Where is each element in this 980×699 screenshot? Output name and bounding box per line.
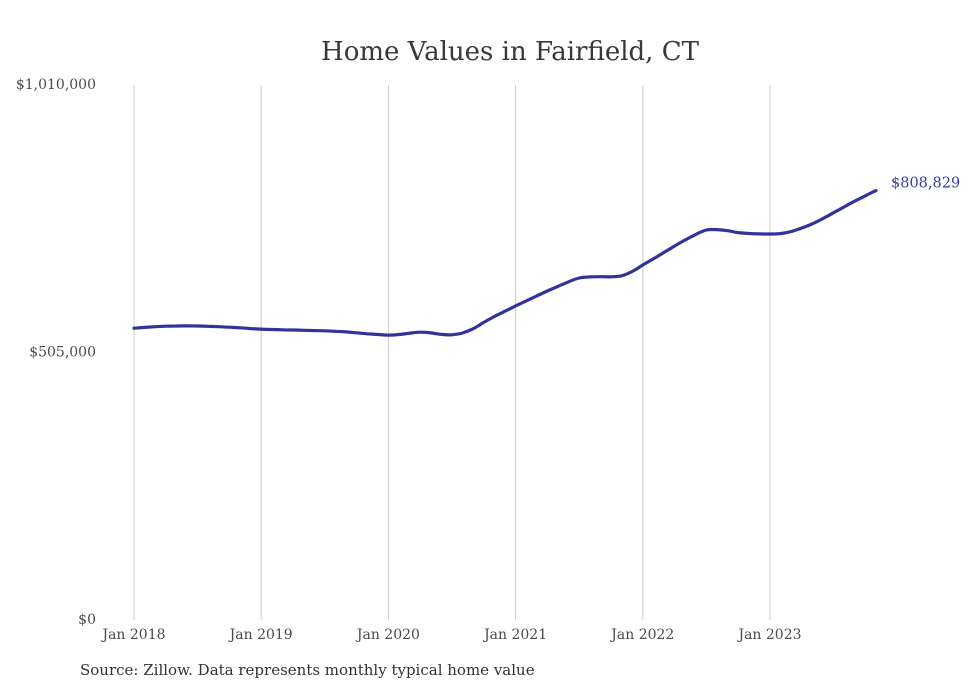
source-note: Source: Zillow. Data represents monthly … [80,661,535,679]
x-tick-label: Jan 2020 [355,627,420,643]
x-tick-label: Jan 2022 [609,627,674,643]
y-tick-label: $0 [78,612,96,628]
end-value-label: $808,829 [891,176,960,192]
y-tick-label: $505,000 [29,345,96,361]
x-tick-label: Jan 2018 [100,627,165,643]
x-tick-label: Jan 2021 [482,627,547,643]
x-tick-label: Jan 2019 [228,627,293,643]
y-tick-label: $1,010,000 [16,77,96,93]
x-tick-label: Jan 2023 [736,627,801,643]
home-value-line [132,189,878,337]
chart-title: Home Values in Fairfield, CT [321,37,699,67]
